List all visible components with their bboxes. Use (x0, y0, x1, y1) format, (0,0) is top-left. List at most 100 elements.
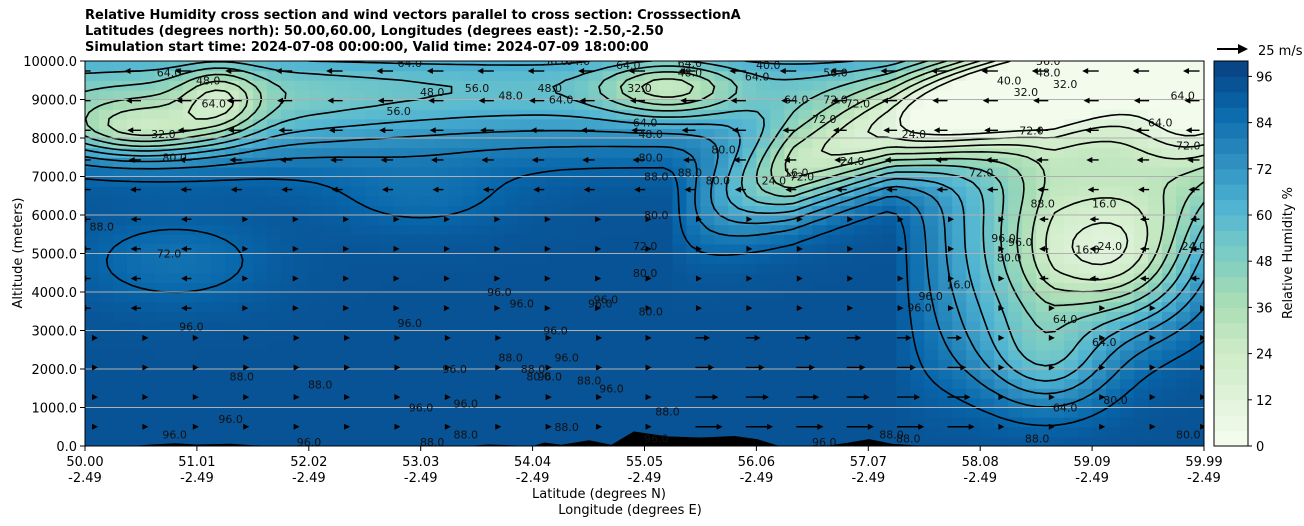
field-cell (1064, 186, 1079, 197)
field-cell (154, 70, 170, 81)
field-cell (1190, 109, 1204, 120)
field-cell (1120, 272, 1135, 283)
field-cell (364, 349, 380, 360)
field-cell (1120, 186, 1135, 197)
field-cell (1092, 195, 1107, 206)
field-cell (168, 243, 184, 255)
field-cell (322, 388, 338, 399)
field-cell (980, 292, 995, 303)
field-cell (658, 320, 674, 332)
field-cell (98, 89, 114, 101)
wind-arrow-head (734, 186, 741, 193)
field-cell (392, 215, 408, 226)
field-cell (252, 147, 268, 158)
field-cell (448, 282, 464, 293)
wind-arrow-head (1048, 423, 1055, 430)
field-cell (630, 349, 646, 360)
field-cell (1050, 397, 1065, 409)
field-cell (85, 166, 100, 178)
field-cell (434, 157, 450, 168)
field-cell (742, 417, 757, 428)
field-cell (672, 263, 688, 274)
field-cell (378, 138, 394, 149)
field-cell (868, 99, 883, 110)
field-cell (826, 311, 841, 322)
field-cell (630, 340, 646, 351)
field-cell (574, 320, 590, 332)
field-cell (602, 128, 618, 139)
field-cell (1176, 70, 1191, 81)
field-cell (322, 166, 338, 178)
field-cell (308, 359, 324, 370)
field-cell (714, 292, 730, 303)
wind-arrow-head (932, 97, 939, 104)
wind-arrow-head (243, 423, 250, 430)
field-cell (868, 118, 883, 129)
field-cell (966, 147, 981, 158)
field-cell (1092, 89, 1107, 101)
field-cell (196, 186, 212, 197)
wind-arrow-head (128, 156, 135, 163)
x-tick-label-lat: 58.08 (962, 455, 999, 470)
field-cell (406, 138, 422, 149)
field-cell (364, 359, 380, 370)
contour-label: 88.0 (577, 375, 602, 388)
wind-arrow-head (343, 275, 350, 282)
field-cell (518, 109, 534, 120)
field-cell (252, 272, 268, 283)
wind-arrow-head (443, 275, 450, 282)
field-cell (546, 378, 562, 389)
field-cell (616, 109, 632, 120)
field-cell (476, 128, 492, 139)
field-cell (994, 70, 1009, 81)
field-cell (434, 70, 450, 81)
field-cell (266, 340, 282, 351)
wind-arrow-head (708, 364, 715, 371)
wind-arrow-head (495, 334, 502, 341)
field-cell (98, 263, 114, 274)
wind-arrow-head (595, 245, 602, 252)
field-cell (812, 147, 827, 158)
contour-label: 64.0 (678, 57, 703, 70)
field-cell (378, 388, 394, 399)
wind-arrow-head (712, 394, 719, 401)
field-cell (910, 272, 925, 283)
field-cell (1022, 436, 1037, 446)
field-cell (588, 292, 604, 303)
field-cell (252, 128, 268, 139)
field-cell (490, 109, 506, 120)
field-cell (1134, 349, 1149, 360)
wind-arrow-head (544, 216, 551, 223)
field-cell (168, 436, 184, 446)
field-cell (840, 99, 855, 110)
field-cell (364, 176, 380, 187)
y-tick-label: 1000.0 (32, 402, 78, 417)
wind-arrow-head (867, 423, 874, 430)
x-tick-label-lon: -2.49 (963, 471, 997, 486)
wind-arrow-head (130, 275, 137, 282)
field-cell (1120, 157, 1135, 168)
field-cell (1190, 330, 1204, 341)
field-cell (490, 205, 506, 216)
wind-arrow-head (985, 156, 992, 163)
field-cell (420, 388, 436, 399)
field-cell (392, 263, 408, 274)
field-cell (700, 311, 716, 322)
field-cell (1162, 205, 1177, 216)
field-cell (350, 80, 366, 91)
field-cell (938, 166, 953, 178)
field-cell (336, 311, 352, 322)
field-cell (854, 311, 869, 322)
field-cell (350, 147, 366, 158)
wind-arrow-head (229, 156, 236, 163)
field-cell (952, 215, 967, 226)
field-cell (322, 349, 338, 360)
field-cell (1106, 349, 1121, 360)
field-cell (85, 138, 100, 149)
field-cell (210, 349, 226, 360)
field-cell (490, 224, 506, 235)
field-cell (182, 388, 198, 399)
field-cell (546, 272, 562, 283)
field-cell (1134, 301, 1149, 312)
